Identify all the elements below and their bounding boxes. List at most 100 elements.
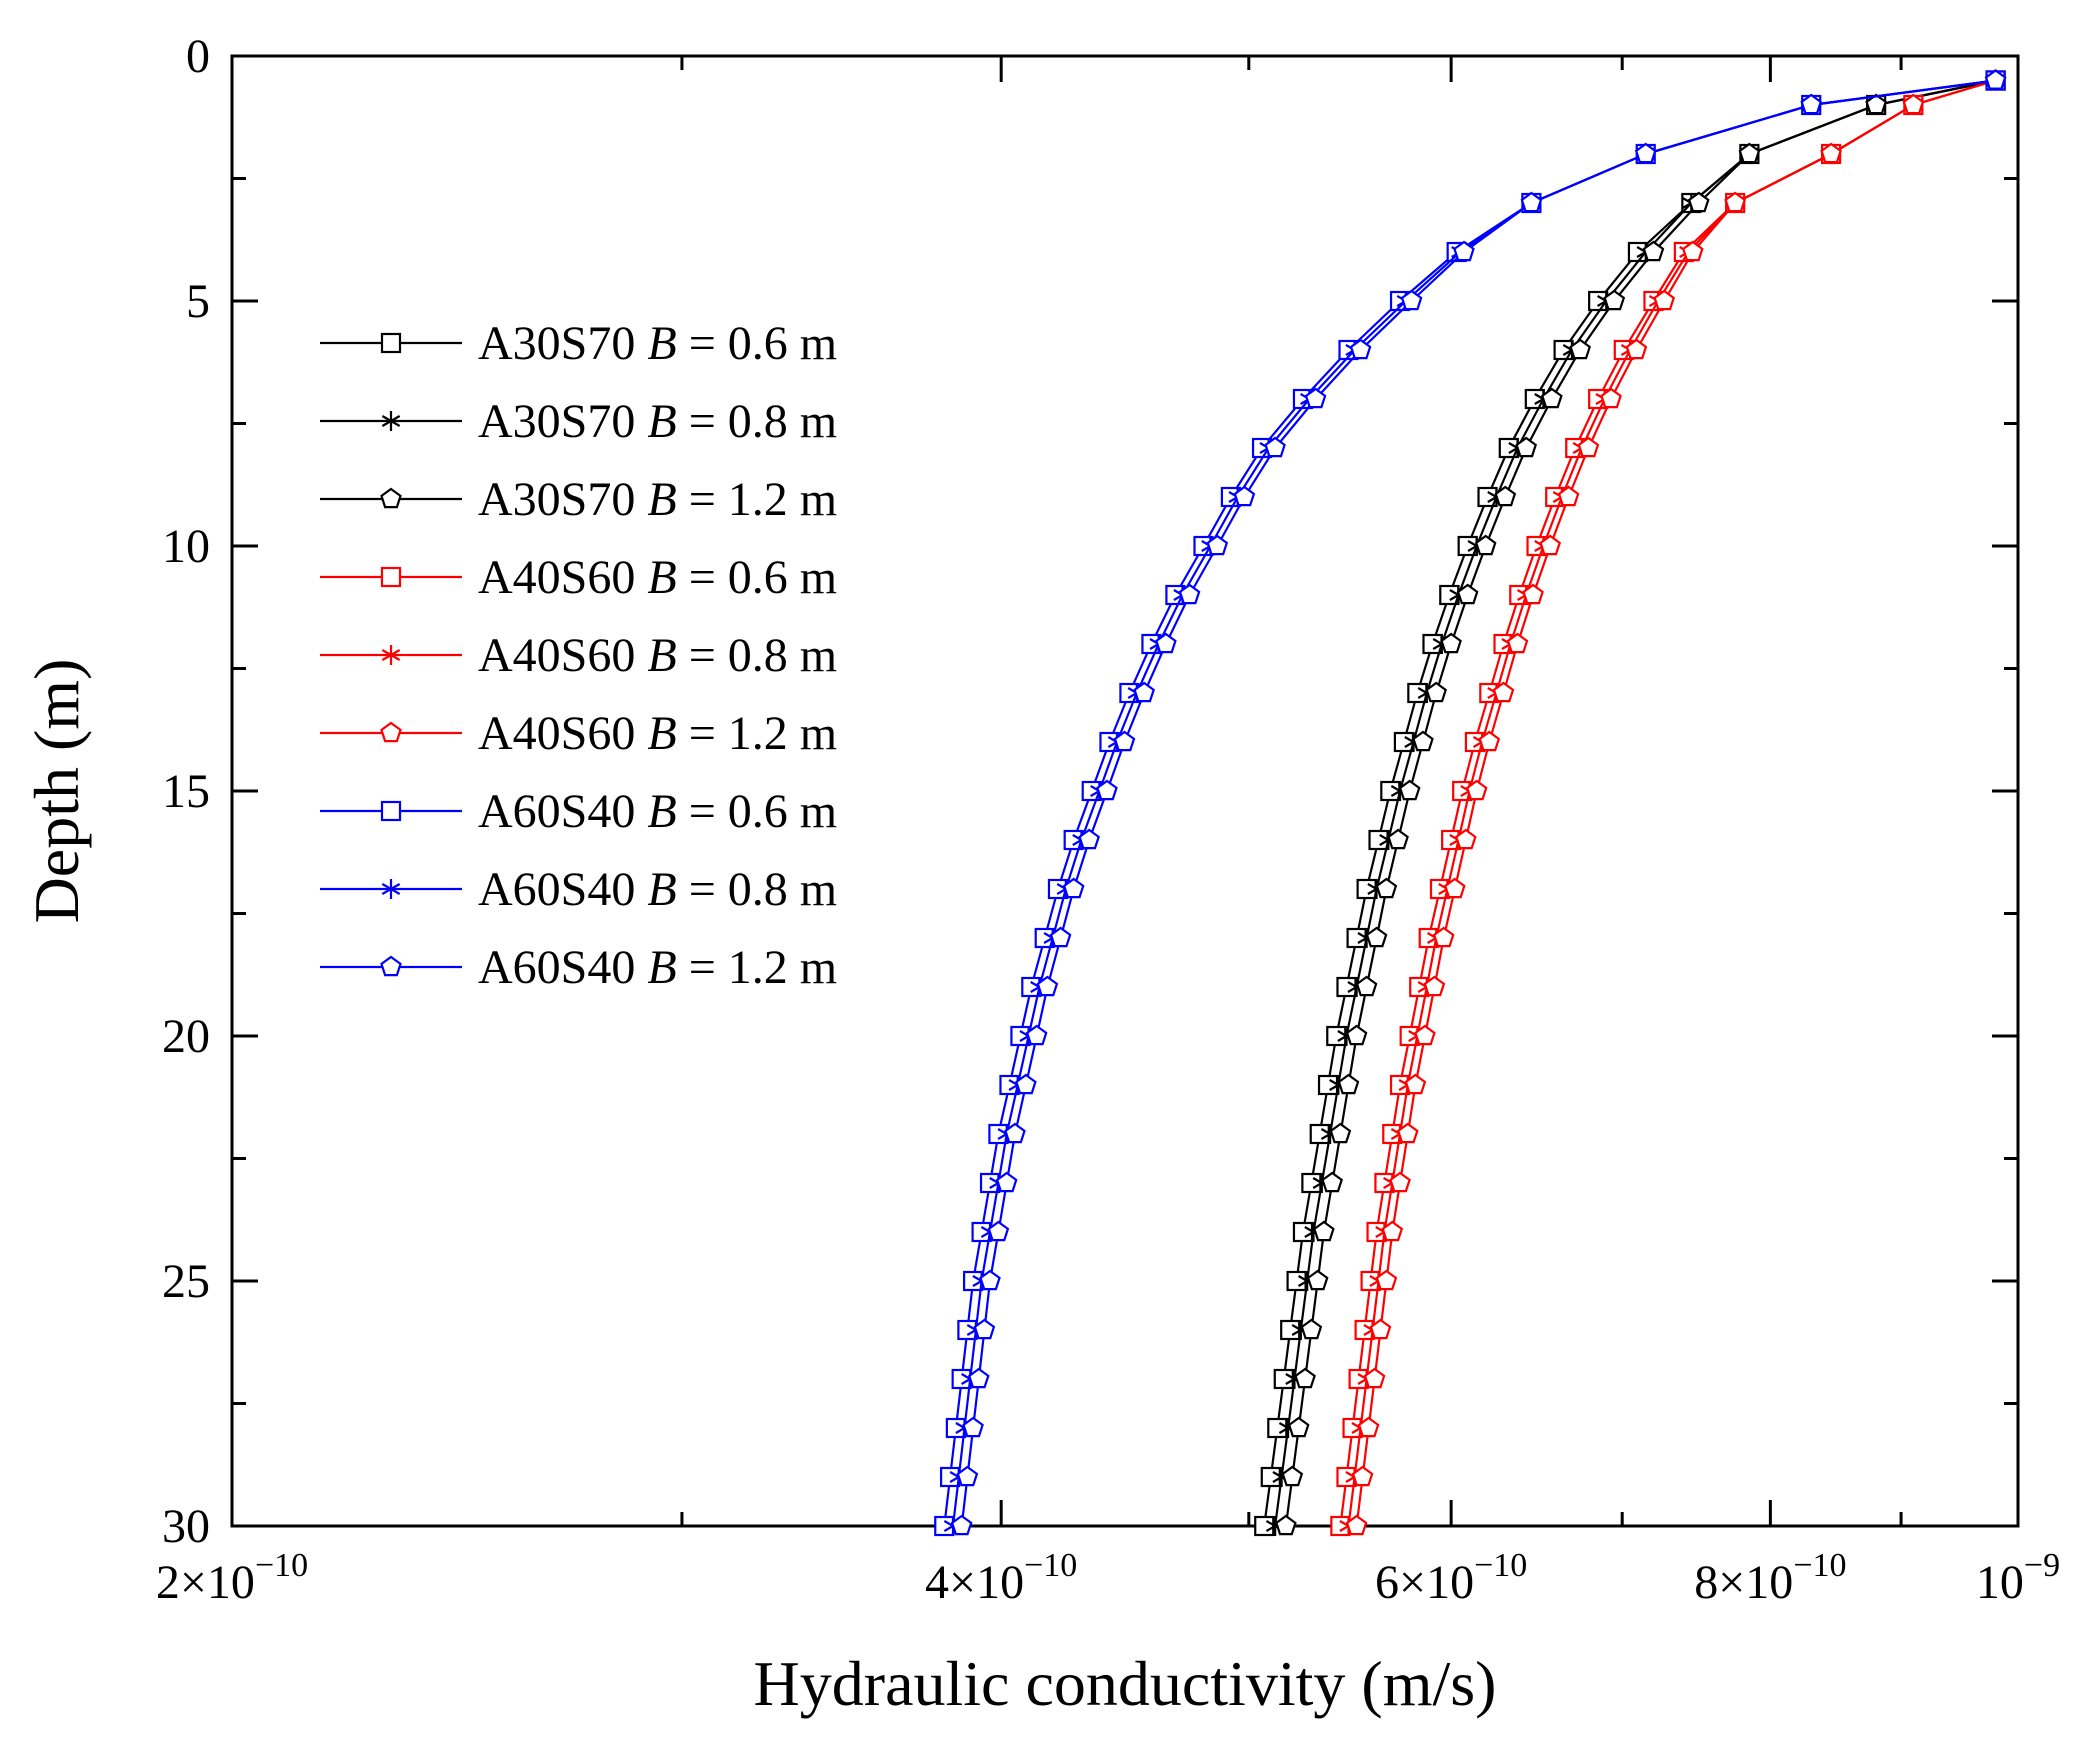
data-point <box>1345 1024 1368 1046</box>
data-point <box>1025 1024 1048 1046</box>
legend-label: A30S70 B = 1.2 m <box>478 473 837 526</box>
data-point <box>1389 1171 1411 1193</box>
data-point <box>1304 387 1327 409</box>
legend-marker <box>380 955 402 977</box>
data-point <box>1375 877 1398 899</box>
data-point <box>1178 583 1201 605</box>
y-axis-title: Depth (m) <box>21 659 92 924</box>
data-point <box>1393 731 1415 753</box>
data-point <box>1577 436 1600 458</box>
data-point <box>945 1417 966 1439</box>
data-point <box>939 1466 961 1488</box>
y-tick-label: 10 <box>162 520 210 573</box>
x-tick-label: 10−9 <box>1976 1547 2060 1609</box>
series-layer <box>934 69 2007 1537</box>
data-point <box>1206 534 1229 556</box>
data-point <box>1301 1172 1322 1194</box>
series-a60s40-b-12 <box>950 69 2007 1536</box>
data-point <box>1453 240 1475 262</box>
data-point <box>1287 1416 1310 1438</box>
series-a40s60-b-12 <box>1345 69 2007 1536</box>
data-point <box>1300 1318 1323 1340</box>
data-point <box>1309 1123 1330 1145</box>
data-point <box>1380 780 1401 802</box>
data-point <box>1432 926 1455 948</box>
data-point <box>1355 975 1378 997</box>
marker-stroke <box>381 883 401 895</box>
data-point <box>1113 730 1136 752</box>
x-tick-label: 6×10−10 <box>1375 1547 1527 1609</box>
data-point <box>968 1367 990 1389</box>
legend-item: A40S60 B = 0.8 m <box>320 629 837 682</box>
data-point <box>1346 927 1367 949</box>
x-axis-title: Hydraulic conductivity (m/s) <box>754 1648 1497 1719</box>
data-point <box>1381 1220 1404 1242</box>
data-point <box>1724 191 1746 213</box>
legend-marker <box>380 721 402 743</box>
data-point <box>1456 583 1479 605</box>
y-tick-label: 5 <box>186 275 210 328</box>
data-point <box>1133 681 1155 703</box>
data-point <box>1820 142 1842 164</box>
data-point <box>957 1319 978 1341</box>
legend: A30S70 B = 0.6 m A30S70 B = 0.8 m A30S70 B… <box>320 317 837 994</box>
y-tick-label: 20 <box>162 1010 210 1063</box>
legend-label: A40S60 B = 1.2 m <box>478 707 837 760</box>
data-point <box>1600 387 1622 409</box>
data-point <box>1455 828 1477 850</box>
data-point <box>1273 1368 1294 1390</box>
data-point <box>1078 828 1100 850</box>
data-point <box>1396 1122 1419 1144</box>
data-point <box>1541 387 1563 409</box>
data-point <box>1306 1269 1329 1291</box>
legend-marker <box>381 411 401 431</box>
marker-stroke <box>381 649 401 661</box>
data-point <box>1368 829 1389 851</box>
data-point <box>1407 682 1428 704</box>
data-point <box>1329 1122 1352 1144</box>
data-point <box>1682 240 1704 262</box>
legend-item: A60S40 B = 0.6 m <box>320 785 837 838</box>
data-point <box>1004 1122 1026 1144</box>
data-point <box>1425 681 1447 703</box>
data-point <box>1478 730 1501 752</box>
series-a30s70-b-08 <box>1265 70 2005 1536</box>
series-line <box>1355 79 1996 1527</box>
legend-item: A60S40 B = 1.2 m <box>320 941 837 994</box>
data-point <box>1365 926 1388 948</box>
data-point <box>1569 338 1591 360</box>
legend-item: A30S70 B = 1.2 m <box>320 473 837 526</box>
legend-label: A60S40 B = 0.6 m <box>478 785 837 838</box>
data-point <box>1351 1465 1374 1487</box>
data-point <box>1984 69 2007 90</box>
x-axis-ticks: 2×10−10 4×10−10 6×10−10 8×10−10 10−9 <box>156 56 2060 1609</box>
y-tick-label: 30 <box>162 1500 210 1553</box>
data-point <box>973 1318 996 1340</box>
data-point <box>1233 485 1256 507</box>
legend-label: A60S40 B = 1.2 m <box>478 941 837 994</box>
legend-marker <box>380 487 402 509</box>
data-point <box>1414 1024 1436 1046</box>
legend-item: A40S60 B = 0.6 m <box>320 551 837 604</box>
data-point <box>1494 485 1517 507</box>
series-a40s60-b-06 <box>1330 70 2006 1537</box>
data-point <box>1260 1466 1281 1488</box>
data-point <box>1398 779 1421 801</box>
data-point <box>1800 93 1822 115</box>
series-line <box>960 79 1996 1527</box>
series-a30s70-b-06 <box>1254 70 2006 1537</box>
data-point <box>1049 926 1072 948</box>
data-point <box>1474 534 1497 556</box>
data-point <box>987 1220 1010 1242</box>
data-point <box>1036 975 1059 997</box>
y-axis-ticks: 0 5 10 15 20 25 30 <box>162 30 2018 1553</box>
data-point <box>1280 1319 1301 1341</box>
data-point <box>1313 1220 1335 1242</box>
data-point <box>1292 1221 1314 1243</box>
data-point <box>1412 730 1434 752</box>
data-point <box>1281 1465 1304 1487</box>
data-point <box>1363 1367 1386 1389</box>
data-point <box>1865 93 1887 115</box>
data-point <box>1539 534 1561 556</box>
legend-marker <box>380 566 402 588</box>
